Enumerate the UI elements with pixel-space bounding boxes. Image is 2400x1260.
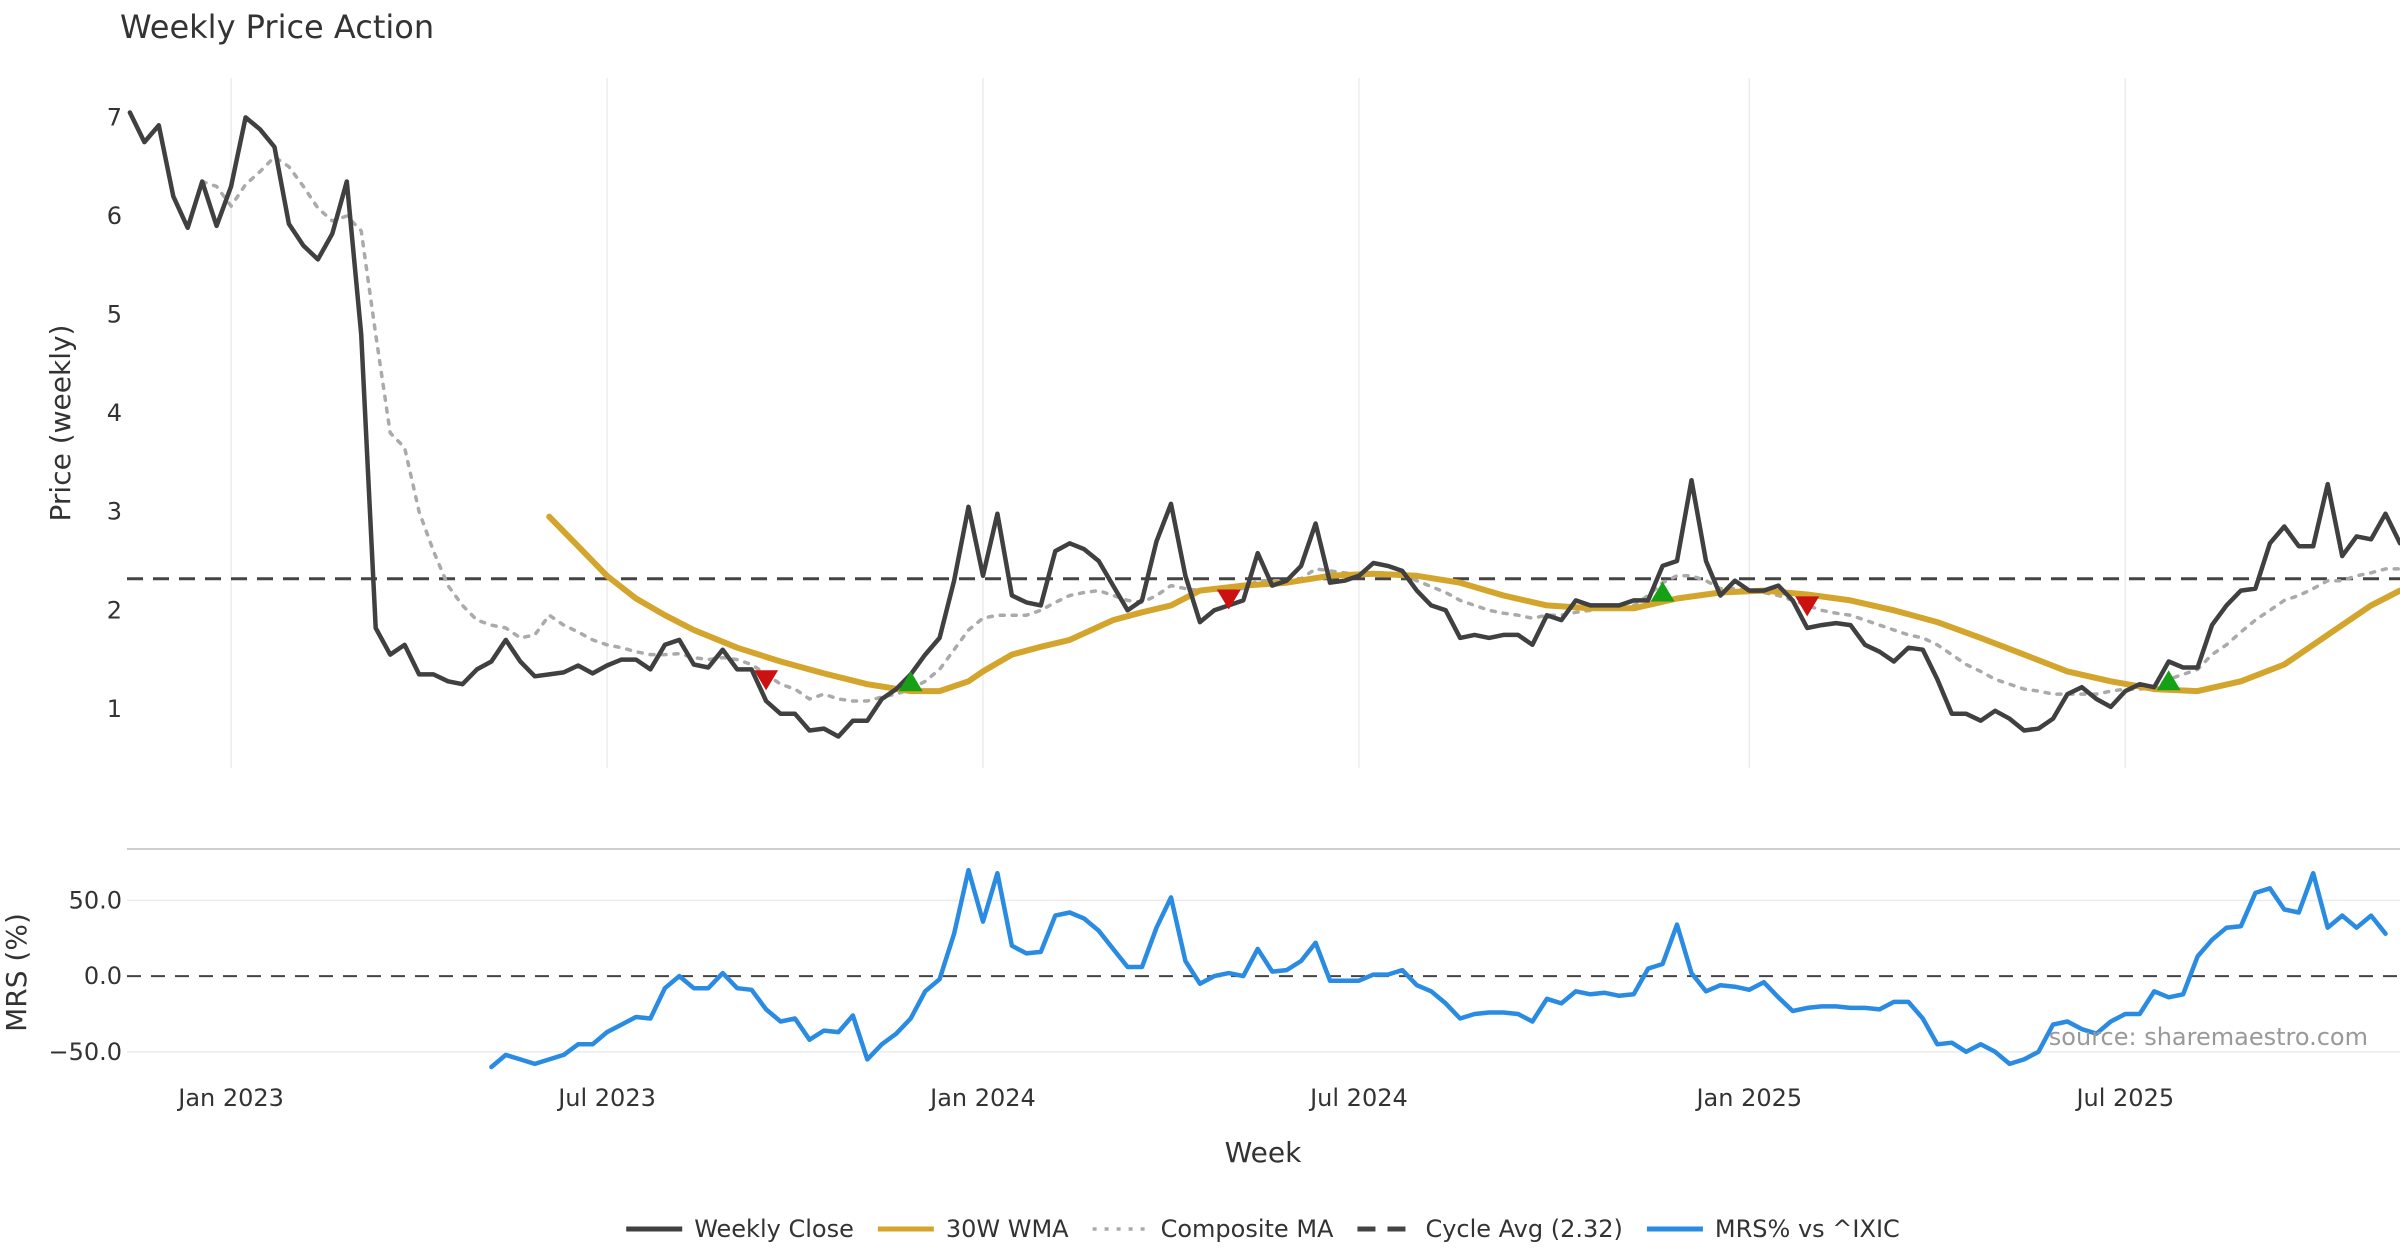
legend-label-mrs: MRS% vs ^IXIC [1715,1215,1900,1243]
price-y-tick-label: 1 [107,695,122,723]
x-tick-label: Jul 2024 [1308,1084,1408,1112]
price-y-tick-label: 3 [107,498,122,526]
price-y-axis-label: Price (weekly) [44,325,77,522]
legend-label-composite: Composite MA [1161,1215,1334,1243]
price-y-tick-label: 7 [107,103,122,131]
mrs-y-tick-label: 0.0 [84,962,122,990]
x-tick-label: Jul 2023 [556,1084,656,1112]
mrs-y-axis-label: MRS (%) [0,913,33,1032]
series-line-wma [546,513,2400,695]
source-attribution: source: sharemaestro.com [2049,1023,2368,1051]
buy-signal-marker [898,671,923,692]
x-tick-label: Jan 2024 [928,1084,1036,1112]
x-tick-label: Jan 2023 [176,1084,284,1112]
sell-signal-marker [1216,589,1241,610]
price-panel: 1 2 3 4 5 6 7 Price (weekly) [44,78,2400,768]
x-tick-label: Jul 2025 [2074,1084,2174,1112]
legend: Weekly Close 30W WMA Composite MA Cycle Avg… [626,1215,1900,1243]
price-y-tick-label: 5 [107,301,122,329]
sell-signal-marker [1795,596,1820,617]
legend-label-cycle: Cycle Avg (2.32) [1425,1215,1622,1243]
x-axis-label: Week [1225,1136,1302,1169]
series-line-close [127,110,2400,739]
buy-signal-marker [1650,581,1675,602]
mrs-y-tick-label: 50.0 [69,886,122,914]
price-y-tick-label: 6 [107,202,122,230]
x-tick-label: Jan 2025 [1694,1084,1802,1112]
mrs-panel: 50.0 0.0 −50.0 MRS (%) [0,867,2400,1070]
legend-label-close: Weekly Close [694,1215,854,1243]
price-y-tick-label: 2 [107,596,122,624]
legend-label-wma: 30W WMA [946,1215,1069,1243]
chart-title: Weekly Price Action [120,8,434,46]
x-axis: Jan 2023 Jul 2023 Jan 2024 Jul 2024 Jan 2025… [176,1084,2174,1112]
sell-signal-marker [754,670,779,691]
series-line-mrs [489,867,2388,1070]
mrs-y-tick-label: −50.0 [48,1038,122,1066]
buy-signal-marker [2156,670,2181,691]
price-y-tick-label: 4 [107,399,122,427]
